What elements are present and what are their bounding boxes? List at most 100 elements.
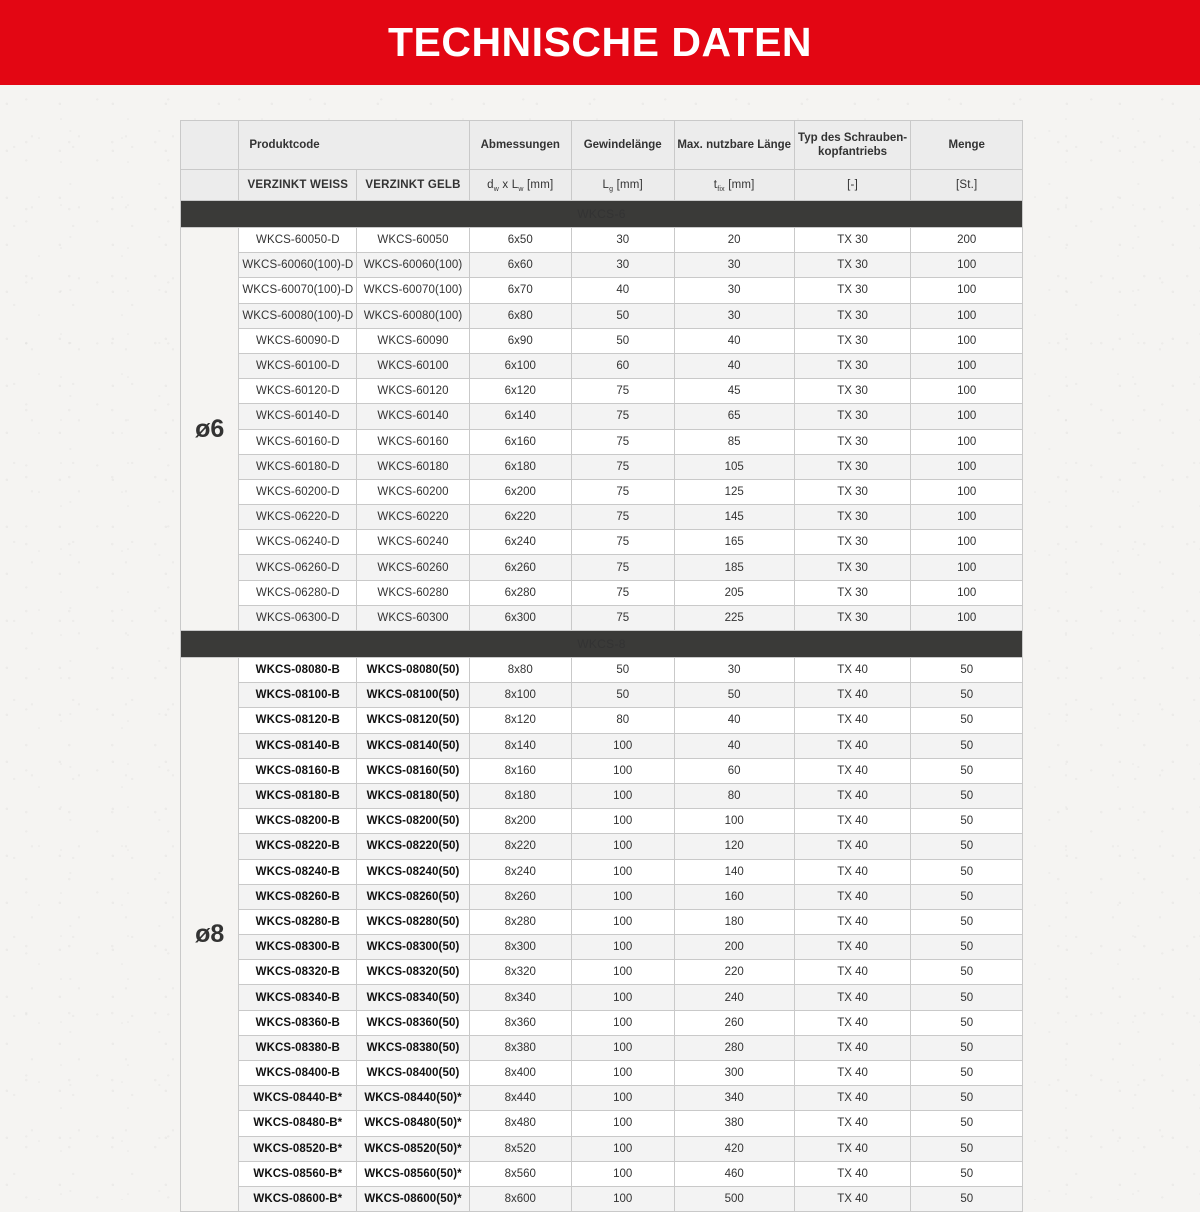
cell-max-nutzbare: 160 <box>673 883 795 910</box>
table-row[interactable]: WKCS-08120-B WKCS-08120(50) 8x120 80 40 … <box>181 707 1023 734</box>
cell-gewindelaenge: 50 <box>570 327 675 354</box>
cell-typ-antrieb: TX 40 <box>793 908 912 936</box>
table-row[interactable]: WKCS-60070(100)-D WKCS-60070(100) 6x70 4… <box>181 277 1023 304</box>
cell-verzinkt-weiss: WKCS-60050-D <box>238 226 358 254</box>
table-row[interactable]: WKCS-08260-B WKCS-08260(50) 8x260 100 16… <box>181 883 1023 910</box>
table-row[interactable]: WKCS-06280-D WKCS-60280 6x280 75 205 TX … <box>181 579 1023 606</box>
table-row[interactable]: WKCS-60200-D WKCS-60200 6x200 75 125 TX … <box>181 478 1023 506</box>
table-row[interactable]: WKCS-60060(100)-D WKCS-60060(100) 6x60 3… <box>181 252 1023 279</box>
cell-typ-antrieb: TX 40 <box>793 984 912 1011</box>
header-menge: Menge <box>910 120 1023 170</box>
header-abmessungen: Abmessungen <box>468 120 572 170</box>
cell-typ-antrieb: TX 40 <box>793 1160 912 1187</box>
table-row[interactable]: WKCS-08400-B WKCS-08400(50) 8x400 100 30… <box>181 1059 1023 1087</box>
table-row[interactable]: WKCS-08180-B WKCS-08180(50) 8x180 100 80… <box>181 782 1023 810</box>
cell-verzinkt-weiss: WKCS-06220-D <box>238 504 358 531</box>
cell-abmessungen: 8x160 <box>468 757 572 784</box>
cell-typ-antrieb: TX 40 <box>793 707 912 734</box>
table-row[interactable]: WKCS-60180-D WKCS-60180 6x180 75 105 TX … <box>181 453 1023 480</box>
table-row[interactable]: WKCS-08440-B* WKCS-08440(50)* 8x440 100 … <box>181 1085 1023 1112</box>
sym-Lg: L <box>602 179 610 191</box>
table-row[interactable]: WKCS-08300-B WKCS-08300(50) 8x300 100 20… <box>181 934 1023 961</box>
cell-abmessungen: 6x160 <box>468 428 572 455</box>
subheader-verzinkt-weiss: VERZINKT WEISS <box>238 169 358 201</box>
table-row[interactable]: WKCS-60090-D WKCS-60090 6x90 50 40 TX 30… <box>181 327 1023 354</box>
cell-abmessungen: 8x120 <box>468 707 572 734</box>
table-row[interactable]: WKCS-60160-D WKCS-60160 6x160 75 85 TX 3… <box>181 428 1023 455</box>
cell-typ-antrieb: TX 40 <box>793 1059 912 1087</box>
cell-typ-antrieb: TX 30 <box>793 554 912 581</box>
cell-gewindelaenge: 100 <box>570 732 675 759</box>
cell-verzinkt-gelb: WKCS-60300 <box>356 604 470 632</box>
header-typ-schraubenkopfantriebs: Typ des Schrauben- kopfantriebs <box>793 120 912 170</box>
table-row[interactable]: ø6 WKCS-60050-D WKCS-60050 6x50 30 20 TX… <box>179 226 1023 631</box>
table-row[interactable]: WKCS-08600-B* WKCS-08600(50)* 8x600 100 … <box>181 1185 1023 1212</box>
table-row[interactable]: WKCS-08100-B WKCS-08100(50) 8x100 50 50 … <box>181 682 1023 709</box>
table-row[interactable]: WKCS-08220-B WKCS-08220(50) 8x220 100 12… <box>181 833 1023 860</box>
group-bar-row-wkcs-8: WKCS-8 <box>180 630 1023 658</box>
cell-abmessungen: 6x120 <box>468 378 572 405</box>
table-row[interactable]: WKCS-08160-B WKCS-08160(50) 8x160 100 60… <box>181 757 1023 784</box>
cell-verzinkt-gelb: WKCS-60060(100) <box>356 252 470 279</box>
cell-gewindelaenge: 100 <box>570 959 675 986</box>
cell-typ-antrieb: TX 40 <box>793 833 912 860</box>
cell-abmessungen: 6x240 <box>468 529 572 556</box>
table-row[interactable]: WKCS-08140-B WKCS-08140(50) 8x140 100 40… <box>181 732 1023 759</box>
cell-verzinkt-gelb: WKCS-60260 <box>356 554 470 581</box>
cell-max-nutzbare: 460 <box>673 1160 795 1187</box>
cell-menge: 100 <box>910 403 1023 430</box>
cell-gewindelaenge: 100 <box>570 782 675 810</box>
cell-verzinkt-weiss: WKCS-08360-B <box>238 1009 358 1036</box>
table-row[interactable]: WKCS-08480-B* WKCS-08480(50)* 8x480 100 … <box>181 1110 1023 1137</box>
cell-typ-antrieb: TX 40 <box>793 1085 912 1112</box>
header-diameter-blank <box>179 120 240 170</box>
cell-verzinkt-weiss: WKCS-08380-B <box>238 1034 358 1062</box>
cell-menge: 50 <box>910 732 1023 759</box>
table-row[interactable]: WKCS-06220-D WKCS-60220 6x220 75 145 TX … <box>181 504 1023 531</box>
cell-gewindelaenge: 100 <box>570 1185 675 1212</box>
cell-abmessungen: 6x260 <box>468 554 572 581</box>
cell-verzinkt-gelb: WKCS-08560(50)* <box>356 1160 470 1187</box>
table-row[interactable]: WKCS-06260-D WKCS-60260 6x260 75 185 TX … <box>181 554 1023 581</box>
cell-typ-antrieb: TX 30 <box>793 403 912 430</box>
cell-max-nutzbare: 40 <box>673 732 795 759</box>
cell-verzinkt-gelb: WKCS-08480(50)* <box>356 1110 470 1137</box>
table-row[interactable]: WKCS-60140-D WKCS-60140 6x140 75 65 TX 3… <box>181 403 1023 430</box>
cell-gewindelaenge: 75 <box>570 504 675 531</box>
table-row[interactable]: WKCS-06240-D WKCS-60240 6x240 75 165 TX … <box>181 529 1023 556</box>
cell-max-nutzbare: 280 <box>673 1034 795 1062</box>
cell-verzinkt-weiss: WKCS-08280-B <box>238 908 358 936</box>
cell-verzinkt-weiss: WKCS-60070(100)-D <box>238 277 358 304</box>
table-row[interactable]: WKCS-08200-B WKCS-08200(50) 8x200 100 10… <box>181 808 1023 835</box>
table-row[interactable]: WKCS-08240-B WKCS-08240(50) 8x240 100 14… <box>181 858 1023 885</box>
table-row[interactable]: WKCS-08520-B* WKCS-08520(50)* 8x520 100 … <box>181 1135 1023 1162</box>
cell-typ-antrieb: TX 40 <box>793 883 912 910</box>
table-row[interactable]: ø8 WKCS-08080-B WKCS-08080(50) 8x80 50 3… <box>179 656 1023 1212</box>
cell-verzinkt-gelb: WKCS-60050 <box>356 226 470 254</box>
cell-typ-antrieb: TX 40 <box>793 1009 912 1036</box>
table-row[interactable]: WKCS-60080(100)-D WKCS-60080(100) 6x80 5… <box>181 302 1023 329</box>
cell-verzinkt-gelb: WKCS-60070(100) <box>356 277 470 304</box>
cell-verzinkt-gelb: WKCS-08360(50) <box>356 1009 470 1036</box>
cell-max-nutzbare: 105 <box>673 453 795 480</box>
cell-typ-antrieb: TX 30 <box>793 226 912 254</box>
cell-max-nutzbare: 380 <box>673 1110 795 1137</box>
table-header-row-secondary: VERZINKT WEISS VERZINKT GELB dw x Lw [mm… <box>179 169 1023 201</box>
cell-verzinkt-weiss: WKCS-08300-B <box>238 934 358 961</box>
table-row[interactable]: WKCS-60120-D WKCS-60120 6x120 75 45 TX 3… <box>181 378 1023 405</box>
table-row[interactable]: WKCS-08360-B WKCS-08360(50) 8x360 100 26… <box>181 1009 1023 1036</box>
cell-abmessungen: 8x400 <box>468 1059 572 1087</box>
cell-verzinkt-gelb: WKCS-60200 <box>356 478 470 506</box>
table-row[interactable]: WKCS-08380-B WKCS-08380(50) 8x380 100 28… <box>181 1034 1023 1062</box>
cell-max-nutzbare: 240 <box>673 984 795 1011</box>
table-row[interactable]: WKCS-08320-B WKCS-08320(50) 8x320 100 22… <box>181 959 1023 986</box>
table-row[interactable]: WKCS-06300-D WKCS-60300 6x300 75 225 TX … <box>181 604 1023 632</box>
cell-verzinkt-weiss: WKCS-08200-B <box>238 808 358 835</box>
table-row[interactable]: WKCS-60100-D WKCS-60100 6x100 60 40 TX 3… <box>181 352 1023 380</box>
cell-menge: 50 <box>910 1185 1023 1212</box>
cell-menge: 50 <box>910 682 1023 709</box>
table-row[interactable]: WKCS-08340-B WKCS-08340(50) 8x340 100 24… <box>181 984 1023 1011</box>
table-row[interactable]: WKCS-08280-B WKCS-08280(50) 8x280 100 18… <box>181 908 1023 936</box>
table-row[interactable]: WKCS-08560-B* WKCS-08560(50)* 8x560 100 … <box>181 1160 1023 1187</box>
cell-abmessungen: 8x480 <box>468 1110 572 1137</box>
